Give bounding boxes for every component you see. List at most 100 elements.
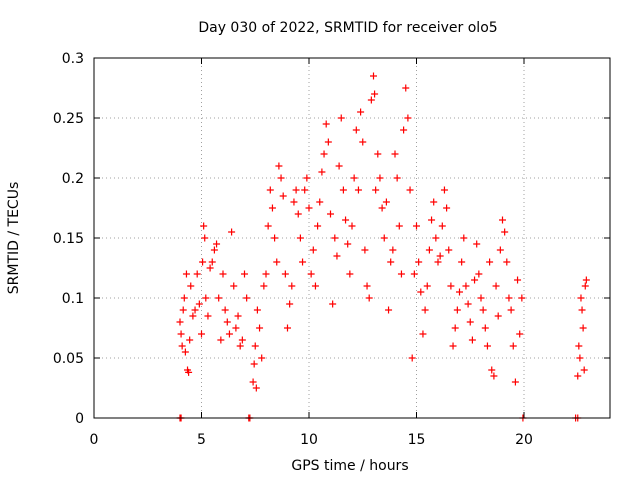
data-point [464,300,472,308]
data-point [445,246,453,254]
data-point [296,234,304,242]
data-point [440,186,448,194]
data-point [201,234,209,242]
x-tick-label: 5 [197,432,206,448]
data-point [225,330,233,338]
data-point [479,306,487,314]
data-point [234,312,242,320]
data-point [507,306,515,314]
data-point [241,270,248,278]
data-point [423,282,431,290]
data-point [357,108,365,116]
data-point [438,222,446,230]
data-point [320,150,328,158]
data-point [337,114,345,122]
data-point [251,342,259,350]
data-points [176,72,590,422]
y-tick-label: 0.2 [62,171,84,187]
data-point [359,138,367,146]
data-point [279,192,287,200]
data-point [417,288,425,296]
y-tick-label: 0.1 [62,291,84,307]
data-point [406,186,414,194]
x-tick-label: 15 [408,432,426,448]
data-point [582,276,590,284]
data-point [451,324,459,332]
data-point [178,342,186,350]
data-point [250,360,258,368]
data-point [324,138,332,146]
data-point [501,228,509,236]
data-point [391,150,399,158]
y-tick-label: 0.3 [62,51,84,67]
data-point [370,72,377,80]
data-point [180,294,188,302]
data-point [200,222,208,230]
data-point [488,366,496,374]
data-point [262,270,270,278]
data-point [481,324,489,332]
y-tick-label: 0.05 [53,351,84,367]
data-point [177,330,185,338]
data-point [447,282,455,290]
data-point [518,294,526,302]
data-point [236,342,244,350]
data-point [335,162,343,170]
y-axis-label: SRMTID / TECUs [6,182,22,295]
data-point [322,120,330,128]
data-point [195,300,203,308]
data-point [204,312,212,320]
data-point [378,204,386,212]
y-tick-label: 0.15 [53,231,84,247]
data-point [223,318,231,326]
data-point [258,354,266,362]
data-point [213,240,221,248]
data-point [380,234,388,242]
data-point [260,282,268,290]
data-point [271,234,279,242]
data-point [421,306,429,314]
data-point [344,240,352,248]
data-point [387,258,395,266]
data-point [339,186,347,194]
x-tick-label: 20 [515,432,533,448]
data-point [264,222,272,230]
data-point [288,282,296,290]
data-point [419,330,427,338]
data-point [425,246,433,254]
data-point [580,366,588,374]
data-point [311,282,319,290]
data-point [511,378,519,386]
data-point [294,210,302,218]
data-point [428,216,436,224]
data-point [198,330,205,338]
data-point [256,324,264,332]
data-point [514,276,522,284]
x-axis-ticks: 0 5 10 15 20 [90,58,533,448]
data-point [181,348,189,356]
data-point [371,90,379,98]
data-point [430,198,438,206]
data-point [331,234,339,242]
data-point [494,312,502,320]
data-point [176,318,184,326]
data-point [449,342,457,350]
data-point [219,270,227,278]
data-point [329,300,337,308]
data-point [215,294,223,302]
data-point [372,186,380,194]
x-tick-label: 0 [90,432,99,448]
data-point [354,186,362,194]
data-point [434,258,442,266]
data-point [486,258,494,266]
data-point [389,246,397,254]
data-point [496,246,504,254]
y-tick-label: 0.25 [53,111,84,127]
data-point [292,186,300,194]
data-point [466,318,474,326]
data-point [286,300,294,308]
data-point [221,306,229,314]
data-point [363,282,371,290]
data-point [314,222,322,230]
